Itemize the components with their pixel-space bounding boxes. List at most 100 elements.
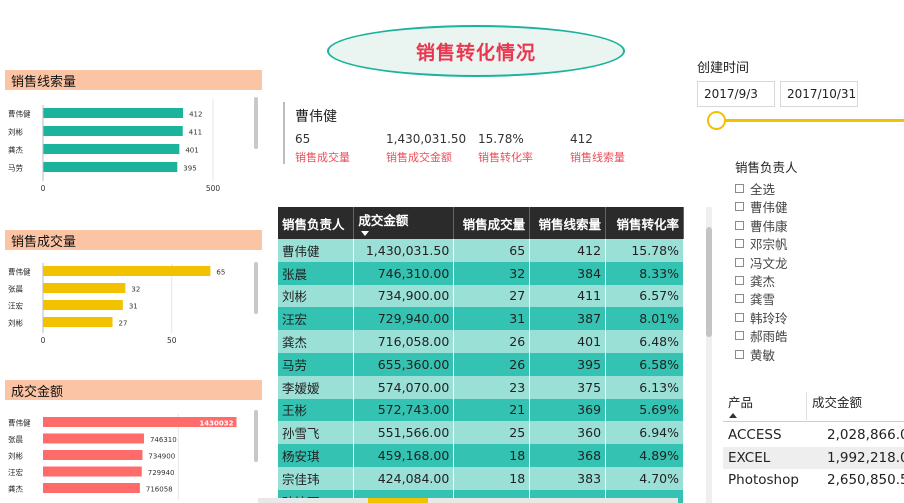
cell-rate: 6.94% <box>605 421 684 445</box>
rep-slicer-item[interactable]: 曹伟康 <box>735 216 788 235</box>
card-value-amount: 1,430,031.50 <box>386 132 467 146</box>
deals-panel-title: 销售成交量 <box>11 235 77 250</box>
category-label: 汪宏 <box>8 467 23 477</box>
column-header-leads[interactable]: 销售线索量 <box>529 207 607 239</box>
product-amount-column-header[interactable]: 成交金额 <box>812 395 863 410</box>
cell-leads: 375 <box>529 375 607 399</box>
table-scrollbar[interactable] <box>706 207 712 503</box>
table-scroll-thumb[interactable] <box>706 227 712 337</box>
cell-leads: 401 <box>529 330 607 353</box>
table-row[interactable]: 宗佳玮 424,084.00 18 383 4.70% <box>278 466 684 490</box>
bar <box>43 417 237 427</box>
cell-deals: 32 <box>453 261 531 285</box>
table-row[interactable]: 汪宏 729,940.00 31 387 8.01% <box>278 307 684 331</box>
rep-slicer-item[interactable]: 曹伟健 <box>735 197 788 216</box>
column-header-rate[interactable]: 销售转化率 <box>605 207 684 239</box>
tick-label: 0 <box>41 184 46 193</box>
data-label: 411 <box>189 129 202 137</box>
category-label: 刘彬 <box>8 318 23 328</box>
product-row[interactable]: EXCEL 1,992,218.0 <box>723 446 904 469</box>
column-header-amount[interactable]: 成交金额 <box>353 207 455 239</box>
cell-rate: 4.70% <box>605 466 684 490</box>
deals-chart-scrollbar[interactable] <box>254 262 258 314</box>
rep-slicer-item[interactable]: 全选 <box>735 179 775 198</box>
horizontal-scrollbar[interactable] <box>258 498 678 503</box>
checkbox-icon[interactable] <box>735 276 744 285</box>
cell-amount: 729,940.00 <box>353 307 455 331</box>
checkbox-icon[interactable] <box>735 257 744 267</box>
card-value-leads: 412 <box>570 132 593 146</box>
cell-rate: 6.58% <box>605 352 684 376</box>
product-row[interactable]: Photoshop 2,650,850.5 <box>723 469 904 492</box>
table-row[interactable]: 王彬 572,743.00 21 369 5.69% <box>278 398 684 422</box>
amount-chart-scrollbar[interactable] <box>254 410 258 462</box>
cell-rate: 5.69% <box>605 398 684 422</box>
product-amount: 2,028,866.0 <box>827 427 904 443</box>
table-row[interactable]: 曹伟健 1,430,031.50 65 412 15.78% <box>278 239 684 262</box>
cell-amount: 424,084.00 <box>353 466 455 490</box>
cell-rate: 6.57% <box>605 284 684 308</box>
cell-rate: 4.89% <box>605 444 684 467</box>
cell-rate: 6.48% <box>605 330 684 353</box>
tick-label: 0 <box>41 336 46 345</box>
bar <box>43 450 143 460</box>
column-header-deals[interactable]: 销售成交量 <box>453 207 531 239</box>
cell-owner: 马劳 <box>278 352 355 376</box>
checkbox-icon[interactable] <box>735 312 744 322</box>
checkbox-icon[interactable] <box>735 184 744 193</box>
card-label-deals: 销售成交量 <box>295 151 350 164</box>
cell-leads: 395 <box>529 352 607 376</box>
checkbox-icon[interactable] <box>735 294 744 304</box>
rep-slicer-item[interactable]: 龚雪 <box>735 289 775 308</box>
date-slicer-title: 创建时间 <box>697 61 750 76</box>
bar <box>43 300 123 310</box>
rep-slicer-item[interactable]: 黄敏 <box>735 345 775 364</box>
product-column-header[interactable]: 产品 <box>728 395 754 410</box>
checkbox-icon[interactable] <box>735 349 744 359</box>
rep-slicer-item-label: 曹伟康 <box>750 218 788 234</box>
rep-slicer-item[interactable]: 龚杰 <box>735 271 775 290</box>
table-row[interactable]: 杨安琪 459,168.00 18 368 4.89% <box>278 444 684 467</box>
bar <box>43 466 142 477</box>
date-start-input[interactable]: 2017/9/3 <box>697 81 775 107</box>
data-label: 1430032 <box>199 420 233 428</box>
checkbox-icon[interactable] <box>735 220 744 230</box>
rep-slicer-item[interactable]: 邓宗帆 <box>735 234 788 253</box>
cell-amount: 572,743.00 <box>353 398 455 422</box>
cell-deals: 26 <box>453 330 531 353</box>
date-slider-handle[interactable] <box>707 111 726 130</box>
table-row[interactable]: 马劳 655,360.00 26 395 6.58% <box>278 352 684 376</box>
rep-slicer-item[interactable]: 郝雨皓 <box>735 326 788 345</box>
sort-desc-icon <box>361 231 370 236</box>
product-amount: 1,992,218.0 <box>827 449 904 466</box>
rep-slicer-item[interactable]: 韩玲玲 <box>735 308 788 327</box>
cell-owner: 张晨 <box>278 261 355 285</box>
table-row[interactable]: 李嫒嫒 574,070.00 23 375 6.13% <box>278 375 684 399</box>
date-slider-track[interactable] <box>717 119 904 122</box>
table-row[interactable]: 龚杰 716,058.00 26 401 6.48% <box>278 330 684 353</box>
cell-deals: 18 <box>453 466 531 490</box>
table-row[interactable]: 孙雪飞 551,566.00 25 360 6.94% <box>278 421 684 445</box>
card-value-deals: 65 <box>295 132 311 146</box>
cell-amount: 574,070.00 <box>353 375 455 399</box>
horizontal-scroll-thumb[interactable] <box>368 498 428 503</box>
cell-leads: 369 <box>529 398 607 422</box>
cell-deals: 23 <box>453 375 531 399</box>
rep-slicer-item-label: 龚雪 <box>750 292 776 308</box>
product-row[interactable]: ACCESS 2,028,866.0 <box>723 424 904 447</box>
table-row[interactable]: 刘彬 734,900.00 27 411 6.57% <box>278 284 684 308</box>
date-end-input[interactable]: 2017/10/31 <box>780 81 858 107</box>
category-label: 龚杰 <box>8 484 23 494</box>
leads-panel-header: 销售线索量 <box>5 70 262 90</box>
checkbox-icon[interactable] <box>735 239 744 249</box>
bar <box>43 317 113 327</box>
rep-slicer-item[interactable]: 冯文龙 <box>735 253 788 272</box>
data-label: 395 <box>183 165 196 173</box>
category-label: 曹伟健 <box>8 267 31 277</box>
cell-leads: 387 <box>529 307 607 331</box>
checkbox-icon[interactable] <box>735 202 744 212</box>
column-header-owner[interactable]: 销售负责人 <box>278 207 355 239</box>
leads-chart-scrollbar[interactable] <box>254 97 258 149</box>
table-row[interactable]: 张晨 746,310.00 32 384 8.33% <box>278 261 684 285</box>
checkbox-icon[interactable] <box>735 331 744 341</box>
